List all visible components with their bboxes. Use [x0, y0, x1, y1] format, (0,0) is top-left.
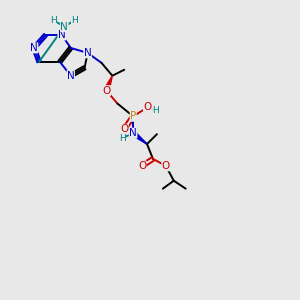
Text: O: O [162, 161, 170, 171]
Text: H: H [50, 16, 57, 25]
Text: O: O [102, 85, 110, 96]
Text: O: O [120, 124, 128, 134]
Text: N: N [129, 128, 137, 138]
Text: H: H [153, 106, 159, 116]
Text: P: P [130, 111, 136, 121]
Text: H: H [119, 134, 126, 142]
Polygon shape [132, 131, 147, 144]
Text: N: N [60, 22, 68, 32]
Text: N: N [67, 71, 75, 81]
Polygon shape [104, 76, 112, 91]
Text: N: N [84, 48, 92, 58]
Text: H: H [71, 16, 78, 25]
Text: O: O [143, 102, 152, 112]
Text: N: N [58, 30, 66, 40]
Text: O: O [138, 161, 146, 171]
Text: N: N [30, 43, 38, 53]
